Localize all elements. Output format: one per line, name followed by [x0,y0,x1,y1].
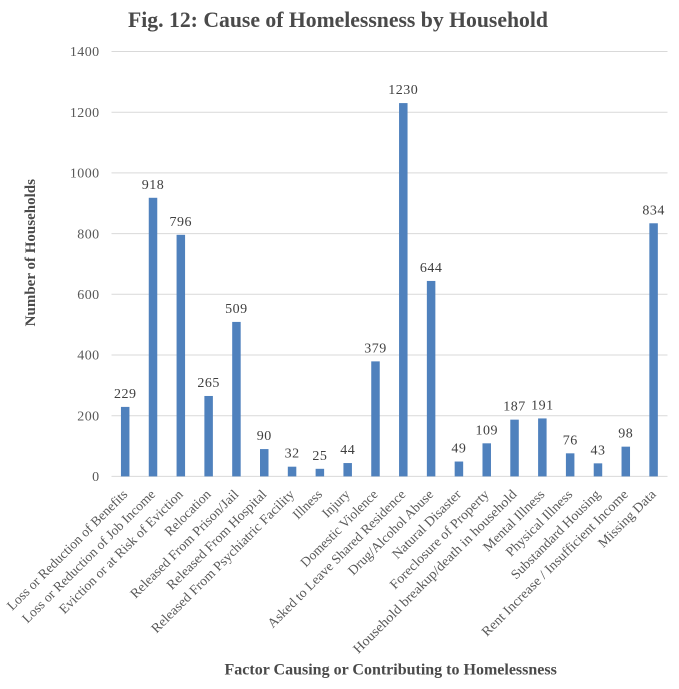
svg-text:Number of Households: Number of Households [23,179,39,326]
svg-text:109: 109 [475,423,498,438]
svg-text:1230: 1230 [388,83,418,98]
svg-text:25: 25 [312,449,327,464]
svg-text:44: 44 [340,443,355,458]
svg-text:400: 400 [77,349,99,364]
svg-text:918: 918 [142,178,165,193]
svg-text:Fig. 12: Cause of Homelessness: Fig. 12: Cause of Homelessness by Househ… [128,8,548,32]
svg-text:379: 379 [364,341,387,356]
svg-text:76: 76 [563,433,578,448]
svg-text:644: 644 [420,261,443,276]
svg-text:191: 191 [531,398,554,413]
svg-text:49: 49 [451,442,466,457]
svg-text:229: 229 [114,387,137,402]
svg-text:43: 43 [591,443,606,458]
svg-text:32: 32 [285,447,300,462]
svg-text:1200: 1200 [70,106,100,121]
svg-text:834: 834 [642,203,665,218]
svg-text:509: 509 [225,302,248,317]
svg-text:98: 98 [618,427,633,442]
svg-text:796: 796 [170,215,193,230]
svg-text:Factor Causing or Contributing: Factor Causing or Contributing to Homele… [225,662,557,679]
svg-text:265: 265 [197,376,220,391]
svg-text:0: 0 [92,470,99,485]
svg-text:1400: 1400 [70,45,100,60]
svg-text:800: 800 [77,227,99,242]
svg-text:1000: 1000 [70,167,100,182]
svg-text:600: 600 [77,288,99,303]
svg-text:187: 187 [503,400,526,415]
svg-text:200: 200 [77,409,99,424]
svg-text:90: 90 [257,429,272,444]
